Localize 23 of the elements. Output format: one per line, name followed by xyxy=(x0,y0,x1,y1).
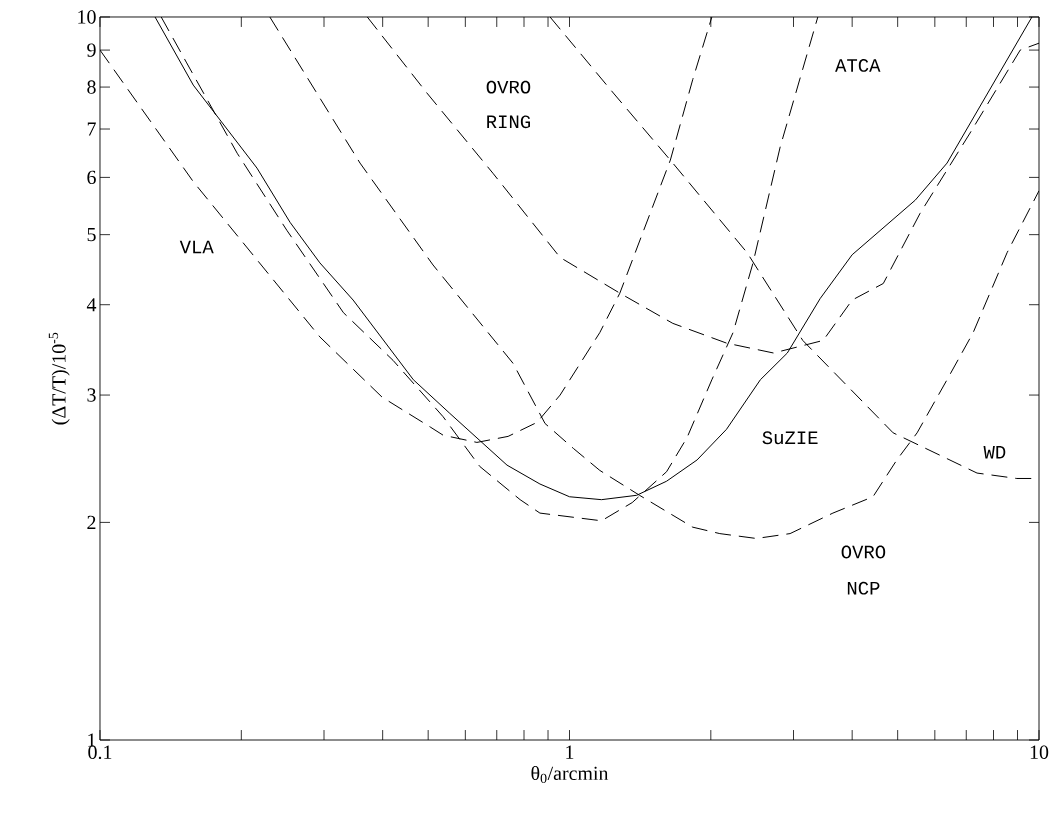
y-tick-label: 3 xyxy=(87,388,96,402)
annotation: OVRO xyxy=(841,545,886,559)
y-axis-title: (ΔT/T)/10$^{-5}$ xyxy=(48,332,70,425)
y-tick-label: 7 xyxy=(87,122,96,136)
y-tick-label: 9 xyxy=(87,43,96,57)
annotation: ATCA xyxy=(835,59,881,72)
x-tick-label: 1 xyxy=(566,745,574,759)
y-tick-label: 4 xyxy=(86,298,97,312)
y-tick-label: 5 xyxy=(87,228,96,242)
annotation: SuZIE xyxy=(762,431,818,445)
y-tick-label: 10 xyxy=(78,10,96,24)
x-tick-label: 0.1 xyxy=(88,745,112,760)
y-tick-label: 8 xyxy=(87,80,96,94)
y-tick-label: 6 xyxy=(87,170,96,185)
annotation: VLA xyxy=(179,240,214,254)
annotation: RING xyxy=(487,115,530,129)
x-axis-title: θ$_{0}$/arcmin xyxy=(531,765,609,784)
x-tick-label: 10 xyxy=(1030,745,1049,759)
y-tick-label: 2 xyxy=(87,515,96,529)
annotation: OVRO xyxy=(486,80,531,94)
annotation: NCP xyxy=(847,581,880,595)
annotation: WD xyxy=(983,446,1006,459)
y-tick-label: 1 xyxy=(88,733,96,747)
